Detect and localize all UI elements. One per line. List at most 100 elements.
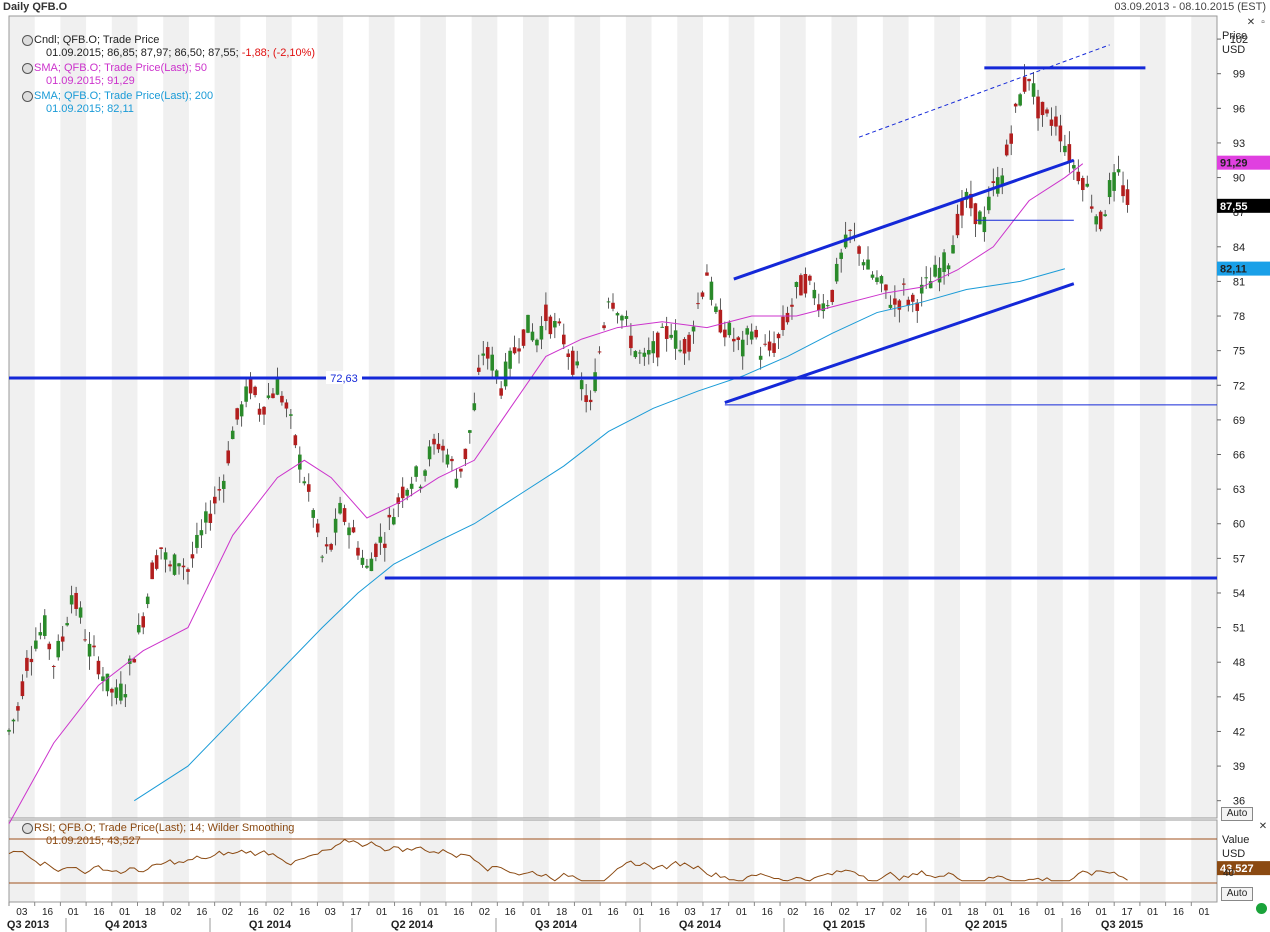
candle-up <box>942 252 946 273</box>
candle-down <box>248 376 253 394</box>
candle-down <box>767 341 772 351</box>
x-tick-label: 17 <box>1121 907 1133 918</box>
price-band <box>368 16 395 818</box>
candle-down <box>383 543 387 548</box>
candle-down <box>154 555 159 569</box>
candle-down <box>329 544 333 550</box>
x-tick-label: 01 <box>1199 907 1211 918</box>
x-tick-label: 16 <box>42 907 54 918</box>
x-tick-label: 02 <box>479 907 491 918</box>
x-tick-label: 17 <box>710 907 722 918</box>
candle-up <box>145 596 150 605</box>
candle-down <box>150 562 154 580</box>
candle-down <box>772 343 776 353</box>
title-bar: Daily QFB.O 03.09.2013 - 08.10.2015 (EST… <box>0 0 1270 16</box>
candle-down <box>47 643 52 650</box>
candle-down <box>387 514 392 518</box>
candle-down <box>374 543 378 557</box>
candle-up <box>727 322 732 336</box>
sma200-value-tag-bg <box>1217 261 1270 276</box>
candle-down <box>584 395 588 402</box>
rsi-auto-button[interactable]: Auto <box>1221 887 1253 901</box>
legend-sma50-icon <box>22 63 33 74</box>
candle-down <box>557 321 562 324</box>
y-tick-label: 39 <box>1233 761 1245 773</box>
x-tick-label: 01 <box>1044 907 1056 918</box>
price-panel-close-icon[interactable]: ✕ <box>1246 17 1256 28</box>
trend-line <box>733 158 1075 281</box>
x-tick-label: 02 <box>839 907 851 918</box>
x-tick-label: 16 <box>453 907 465 918</box>
candle-up <box>56 640 61 658</box>
x-tick-label: 16 <box>813 907 825 918</box>
candle-up <box>78 607 83 618</box>
candle-up <box>266 395 271 398</box>
y-tick-label: 69 <box>1233 415 1245 427</box>
candle-down <box>60 636 65 642</box>
candle-down <box>570 350 575 375</box>
sma50-value-tag: 91,29 <box>1220 158 1248 170</box>
y-tick-label: 93 <box>1233 138 1245 150</box>
legend-sma50-title: SMA; QFB.O; Trade Price(Last); 50 <box>34 62 207 74</box>
candle-up <box>709 281 714 300</box>
candle-down <box>1058 125 1063 142</box>
candle-down <box>561 334 566 345</box>
candle-down <box>83 639 87 641</box>
x-tick-label: 03 <box>685 907 697 918</box>
legend-candles[interactable]: Cndl; QFB.O; Trade Price 01.09.2015; 86,… <box>22 34 316 60</box>
rsi-panel-close-icon[interactable]: ✕ <box>1258 821 1268 832</box>
candle-down <box>284 402 289 409</box>
candle-down <box>92 645 96 648</box>
candle-down <box>1045 109 1049 114</box>
legend-sma50[interactable]: SMA; QFB.O; Trade Price(Last); 50 01.09.… <box>22 62 207 88</box>
price-band <box>882 16 909 818</box>
x-tick-label: 16 <box>916 907 928 918</box>
legend-rsi[interactable]: RSI; QFB.O; Trade Price(Last); 14; Wilde… <box>22 822 294 848</box>
candle-up <box>427 446 432 460</box>
legend-sma200[interactable]: SMA; QFB.O; Trade Price(Last); 200 01.09… <box>22 90 213 116</box>
candle-down <box>293 435 298 446</box>
candle-up <box>812 289 817 299</box>
candle-down <box>884 284 888 291</box>
x-tick-label: 02 <box>787 907 799 918</box>
candle-up <box>298 454 302 470</box>
candle-up <box>691 326 696 332</box>
price-band <box>317 16 344 818</box>
candle-down <box>463 448 468 460</box>
quarter-label: Q1 2014 <box>249 919 292 931</box>
candle-up <box>579 380 584 390</box>
candle-down <box>217 489 222 491</box>
candle-up <box>136 624 141 633</box>
candle-down <box>1125 189 1130 205</box>
candle-up <box>839 252 843 259</box>
candle-down <box>687 334 691 352</box>
sma50-value-tag-bg <box>1217 155 1270 170</box>
price-auto-button[interactable]: Auto <box>1221 807 1253 821</box>
candle-up <box>526 314 530 333</box>
quarter-label: Q3 2015 <box>1101 919 1143 931</box>
candle-up <box>7 729 11 732</box>
candle-down <box>544 304 548 322</box>
candle-down <box>132 659 137 663</box>
candle-up <box>1094 216 1098 225</box>
candle-up <box>825 305 830 307</box>
legend-candle-change: -1,88; (-2,10%) <box>238 47 316 59</box>
sma200-value-tag: 82,11 <box>1220 264 1247 276</box>
x-tick-label: 16 <box>402 907 414 918</box>
rsi-panel-frame <box>8 819 1218 903</box>
candle-down <box>1067 144 1072 163</box>
y-tick-label: 72 <box>1233 380 1245 392</box>
y-tick-label: 96 <box>1233 103 1245 115</box>
candle-up <box>119 683 123 701</box>
candle-up <box>405 489 409 496</box>
legend-rsi-icon <box>22 823 33 834</box>
legend-candle-title: Cndl; QFB.O; Trade Price <box>34 34 160 46</box>
candle-up <box>311 510 316 518</box>
candle-down <box>257 408 262 415</box>
x-tick-label: 17 <box>864 907 876 918</box>
price-panel-maximize-icon[interactable]: ▫ <box>1261 17 1265 28</box>
candle-down <box>781 316 785 331</box>
candle-up <box>414 466 418 477</box>
price-band <box>1191 16 1217 818</box>
